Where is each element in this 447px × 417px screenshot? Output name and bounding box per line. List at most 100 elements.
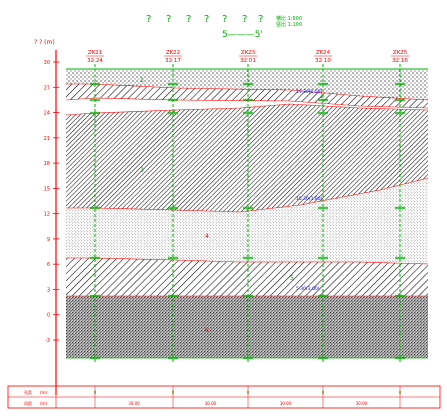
borehole-id: ZK25 [393, 50, 408, 56]
borehole-marker [318, 256, 328, 260]
axis-tick-label: 30 [44, 60, 50, 66]
layer-number-label: 4 [205, 233, 209, 240]
borehole-marker [318, 111, 328, 115]
scale-vertical: 竖比 1:100 [276, 21, 302, 28]
layer-number-label: 5 [290, 275, 294, 282]
axis-tick-label: -3 [45, 338, 50, 344]
axis-tick-label: 15 [44, 186, 50, 192]
boreholes: ZK21 32.24 ZK22 32.17 ZK23 32.01 ZK24 32.10 ZK25… [86, 50, 409, 408]
axis-tick-label: 18 [44, 161, 50, 167]
layer-labels: 1 2 3 4 5 6 [140, 77, 324, 334]
borehole-id: ZK21 [88, 50, 102, 56]
axis-tick-label: 27 [44, 85, 50, 91]
borehole-marker [90, 294, 100, 298]
borehole-marker [395, 256, 405, 260]
footer-row2-cell: 30.00 [280, 401, 292, 406]
borehole-marker [243, 111, 253, 115]
borehole-marker [90, 256, 100, 260]
borehole: ZK23 32.01 [239, 50, 257, 408]
borehole-marker [318, 206, 328, 210]
borehole-marker [168, 111, 178, 115]
layer-clay [66, 104, 428, 212]
title-glyph: ? [186, 14, 191, 25]
water-level-label: 29.30(1.50) [296, 89, 323, 95]
borehole-marker [90, 82, 100, 86]
borehole-id: ZK22 [166, 50, 180, 56]
borehole-marker [90, 206, 100, 210]
scale-horizontal: 横比 1:600 [276, 15, 302, 22]
title-glyph: ? [258, 14, 263, 25]
strata [65, 68, 429, 359]
layer-number-label: 2 [320, 93, 324, 100]
borehole-marker [395, 98, 405, 102]
borehole-elevation: 32.01 [240, 58, 256, 64]
borehole-marker [168, 98, 178, 102]
borehole-marker [318, 82, 328, 86]
boundary-line [65, 97, 429, 109]
footer-row1-cell: 0 [399, 390, 402, 395]
borehole-marker [243, 98, 253, 102]
axis-tick-label: 21 [44, 136, 50, 142]
footer-table: 孔距 (m) 间距 (m) 0 0 0 0 0 30.00 30.00 30.00 30.00 [7, 385, 441, 409]
layer-gravel-sand [66, 296, 428, 358]
borehole-marker [395, 82, 405, 86]
borehole-id: ZK24 [316, 50, 331, 56]
axis-tick-label: 24 [44, 111, 50, 117]
diagram-header: ? ? ? ? ? ? ? 5———5' 横比 1:600 竖比 1:100 [146, 14, 302, 40]
footer-row1-cell: 0 [247, 390, 250, 395]
footer-row2-label: 间距 [24, 400, 32, 406]
layer-silty-clay-lower [66, 258, 428, 296]
title-glyph: ? [222, 14, 227, 25]
borehole-marker [168, 82, 178, 86]
borehole-marker [168, 256, 178, 260]
layer-number-label: 3 [140, 167, 144, 174]
footer-row1-label: 孔距 [24, 389, 32, 395]
borehole-marker [90, 98, 100, 102]
borehole-marker [90, 356, 100, 360]
layer-number-label: 6 [205, 327, 209, 334]
axis-tick-label: 6 [47, 262, 50, 268]
water-level-label: 15.30(1.80) [296, 196, 323, 202]
borehole: ZK22 32.17 [164, 50, 182, 408]
borehole-marker [243, 82, 253, 86]
axis-tick-label: 0 [47, 313, 50, 319]
borehole: ZK24 32.10 [314, 50, 332, 408]
layer-silty-sand [66, 178, 428, 264]
footer-row1-cell: 0 [172, 390, 175, 395]
footer-row1-cell: 0 [94, 390, 97, 395]
borehole-marker [168, 356, 178, 360]
borehole-marker [395, 111, 405, 115]
footer-row1-cell: 0 [322, 390, 325, 395]
borehole-marker [90, 111, 100, 115]
footer-row1-unit: (m) [40, 390, 47, 395]
borehole: ZK25 32.16 [391, 50, 409, 408]
borehole-marker [318, 356, 328, 360]
borehole-marker [243, 356, 253, 360]
borehole-elevation: 32.16 [392, 58, 408, 64]
layer-silty-clay-upper [66, 84, 428, 108]
water-level-label: 5.30(3.00) [296, 286, 320, 292]
footer-row2-cell: 30.00 [356, 401, 368, 406]
footer-row2-cell: 30.00 [128, 401, 140, 406]
borehole-marker [318, 98, 328, 102]
footer-row2-cell: 30.00 [205, 401, 217, 406]
layer-number-label: 1 [140, 77, 144, 84]
borehole-marker [395, 294, 405, 298]
borehole-elevation: 32.17 [165, 58, 181, 64]
borehole-elevation: 32.10 [315, 58, 331, 64]
axis-tick-label: 9 [47, 237, 50, 243]
borehole-marker [243, 206, 253, 210]
borehole-marker [168, 206, 178, 210]
borehole-marker [243, 256, 253, 260]
borehole-marker [168, 294, 178, 298]
borehole: ZK21 32.24 [86, 50, 104, 408]
title-glyph: ? [204, 14, 209, 25]
title-glyph: ? [166, 14, 171, 25]
section-label: 5———5' [222, 30, 263, 40]
borehole-marker [395, 206, 405, 210]
water-annotations: 29.30(1.50) 15.30(1.80) 5.30(3.00) [296, 89, 323, 292]
borehole-marker [395, 356, 405, 360]
axis-tick-label: 3 [47, 287, 50, 293]
